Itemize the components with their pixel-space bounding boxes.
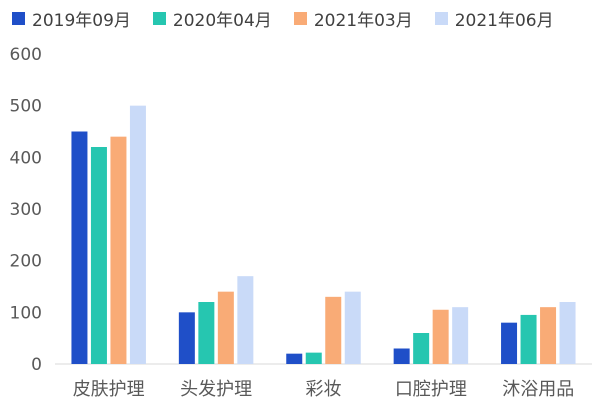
bar-3-2 bbox=[344, 291, 361, 364]
bar-2-4 bbox=[540, 307, 557, 364]
bar-1-1 bbox=[198, 302, 215, 364]
bar-0-0 bbox=[71, 131, 88, 364]
bar-2-3 bbox=[432, 309, 449, 364]
bar-1-4 bbox=[520, 314, 537, 364]
legend-label: 2019年09月 bbox=[32, 10, 131, 31]
bar-0-1 bbox=[178, 312, 195, 364]
legend-swatch bbox=[12, 11, 25, 25]
x-tick-label: 口腔护理 bbox=[395, 379, 467, 400]
bar-0-3 bbox=[393, 348, 410, 364]
y-tick-label: 500 bbox=[10, 97, 42, 117]
bar-3-3 bbox=[452, 307, 469, 364]
y-tick-label: 300 bbox=[10, 200, 42, 220]
legend-item-2: 2021年03月 bbox=[293, 6, 413, 31]
bar-2-0 bbox=[110, 136, 127, 364]
legend-swatch bbox=[293, 11, 307, 25]
legend-label: 2021年03月 bbox=[313, 10, 413, 31]
legend-swatch bbox=[152, 11, 166, 25]
bar-0-2 bbox=[286, 353, 303, 364]
chart-legend: 2019年09月 2020年04月 2021年03月 2021年06月 bbox=[12, 4, 554, 32]
bar-1-0 bbox=[90, 147, 107, 364]
legend-item-1: 2020年04月 bbox=[152, 6, 272, 31]
x-tick-label: 皮肤护理 bbox=[73, 379, 145, 400]
x-tick-label: 头发护理 bbox=[180, 379, 252, 400]
y-tick-label: 100 bbox=[10, 303, 42, 323]
legend-item-3: 2021年06月 bbox=[434, 6, 554, 31]
bar-3-0 bbox=[129, 105, 146, 365]
legend-label: 2020年04月 bbox=[172, 10, 272, 31]
bar-1-2 bbox=[305, 352, 322, 364]
x-tick-label: 彩妆 bbox=[306, 379, 342, 400]
x-tick-label: 沐浴用品 bbox=[502, 379, 574, 400]
bar-3-1 bbox=[237, 276, 254, 364]
y-tick-label: 200 bbox=[10, 252, 42, 272]
bar-1-3 bbox=[413, 333, 430, 364]
legend-swatch bbox=[434, 11, 448, 25]
y-tick-label: 0 bbox=[31, 355, 42, 375]
bar-3-4 bbox=[559, 302, 576, 364]
legend-label: 2021年06月 bbox=[454, 10, 554, 31]
bar-2-2 bbox=[325, 296, 342, 364]
y-tick-label: 600 bbox=[10, 45, 42, 65]
legend-item-0: 2019年09月 bbox=[12, 6, 131, 31]
bar-2-1 bbox=[217, 291, 234, 364]
y-tick-label: 400 bbox=[10, 148, 42, 168]
bar-0-4 bbox=[501, 322, 518, 364]
